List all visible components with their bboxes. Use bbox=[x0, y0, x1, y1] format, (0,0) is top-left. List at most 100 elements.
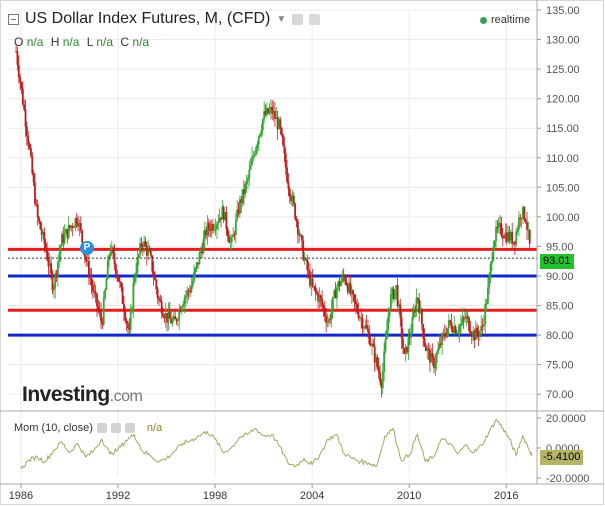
candle-body bbox=[112, 247, 115, 254]
candle-body bbox=[74, 218, 77, 228]
candle-body bbox=[141, 246, 144, 248]
candle-body bbox=[336, 287, 338, 299]
candle-body bbox=[118, 281, 121, 283]
candle-body bbox=[368, 331, 371, 344]
collapse-icon[interactable] bbox=[8, 13, 19, 25]
candle-body bbox=[346, 284, 349, 293]
candle-body bbox=[123, 303, 125, 313]
candle-body bbox=[383, 351, 386, 372]
candle-body bbox=[284, 153, 287, 168]
candle-body bbox=[92, 284, 94, 292]
marker-icon[interactable]: P bbox=[80, 241, 94, 255]
candle-body bbox=[232, 234, 235, 238]
candle-body bbox=[330, 309, 333, 320]
candle-body bbox=[35, 203, 38, 205]
candle-body bbox=[447, 320, 450, 329]
candle-body bbox=[460, 323, 462, 327]
candle-body bbox=[89, 277, 92, 279]
candle-body bbox=[135, 272, 137, 277]
candle-body bbox=[298, 233, 301, 236]
candle-body bbox=[365, 325, 368, 329]
candle-body bbox=[442, 333, 445, 335]
y-tick-label: 130.00 bbox=[546, 35, 580, 47]
candle-body bbox=[464, 318, 466, 320]
eye-icon[interactable] bbox=[96, 423, 107, 433]
candle-body bbox=[310, 278, 313, 286]
candle-body bbox=[278, 119, 280, 130]
candle-body bbox=[174, 316, 177, 320]
y-tick-label: 120.00 bbox=[546, 94, 580, 106]
candle-body bbox=[431, 353, 434, 358]
candle-body bbox=[54, 273, 57, 289]
candle-body bbox=[303, 259, 306, 261]
candle-body bbox=[46, 249, 48, 260]
candle-body bbox=[75, 218, 78, 224]
candle-body bbox=[454, 326, 457, 334]
candle-body bbox=[59, 245, 62, 254]
candle-body bbox=[314, 286, 317, 292]
candle-body bbox=[102, 298, 105, 325]
candle-body bbox=[326, 322, 329, 324]
chart-title: US Dollar Index Futures, M, (CFD) bbox=[25, 10, 271, 27]
candle-body bbox=[369, 343, 372, 346]
candle-body bbox=[451, 329, 454, 333]
candle-body bbox=[485, 303, 488, 305]
candle-body bbox=[325, 315, 328, 323]
candle-body bbox=[214, 229, 217, 230]
candle-body bbox=[290, 196, 293, 201]
candle-body bbox=[158, 298, 160, 300]
candle-body bbox=[526, 221, 528, 230]
candle-body bbox=[470, 333, 473, 336]
candle-body bbox=[294, 203, 297, 219]
candle-body bbox=[286, 167, 288, 182]
candle-body bbox=[419, 309, 422, 314]
close-icon[interactable] bbox=[124, 423, 135, 433]
y-tick-label: 105.00 bbox=[546, 182, 580, 194]
candle-body bbox=[388, 308, 391, 317]
candle-body bbox=[299, 235, 302, 236]
candle-body bbox=[218, 217, 221, 222]
candle-body bbox=[207, 222, 210, 229]
ohlc-low-key: L bbox=[86, 35, 93, 49]
candle-body bbox=[199, 251, 202, 254]
y-tick-label: 75.00 bbox=[546, 360, 574, 372]
x-tick-label: 2010 bbox=[397, 490, 421, 502]
candle-body bbox=[427, 348, 430, 350]
candle-body bbox=[340, 281, 342, 287]
candle-body bbox=[375, 357, 377, 363]
candle-body bbox=[247, 178, 249, 181]
candle-body bbox=[411, 317, 414, 333]
candle-body bbox=[384, 339, 387, 352]
candle-body bbox=[15, 51, 17, 53]
gear-icon[interactable] bbox=[309, 13, 321, 25]
candle-body bbox=[187, 290, 190, 292]
eye-icon[interactable] bbox=[292, 13, 304, 25]
candle-body bbox=[493, 241, 496, 248]
candle-body bbox=[212, 224, 214, 231]
candle-body bbox=[389, 293, 392, 309]
candle-body bbox=[189, 291, 191, 293]
candle-body bbox=[176, 320, 179, 322]
candle-body bbox=[175, 319, 178, 322]
candle-body bbox=[194, 267, 197, 272]
candle-body bbox=[47, 259, 50, 267]
chevron-down-icon[interactable]: ▼ bbox=[276, 13, 287, 25]
candle-body bbox=[395, 285, 398, 291]
candle-body bbox=[400, 317, 403, 339]
candle-body bbox=[87, 260, 90, 278]
candle-body bbox=[42, 232, 44, 235]
candle-body bbox=[349, 282, 352, 294]
candle-body bbox=[315, 291, 318, 294]
candle-body bbox=[272, 111, 275, 114]
candle-body bbox=[39, 221, 42, 230]
candle-body bbox=[241, 189, 244, 204]
candle-body bbox=[462, 317, 465, 319]
gear-icon[interactable] bbox=[110, 423, 121, 433]
candle-body bbox=[236, 209, 239, 220]
ohlc-low-value: n/a bbox=[96, 35, 114, 49]
candle-body bbox=[121, 287, 124, 304]
candle-body bbox=[67, 225, 70, 238]
investing-logo: Investing.com bbox=[22, 383, 143, 407]
candle-body bbox=[292, 195, 295, 204]
